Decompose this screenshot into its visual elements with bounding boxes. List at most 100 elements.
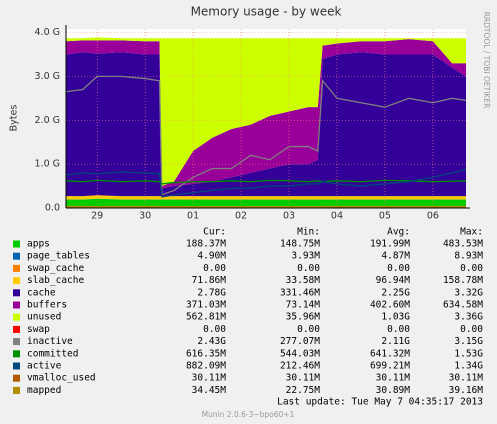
legend-swatch bbox=[13, 313, 20, 321]
column-header: Min: bbox=[297, 227, 320, 238]
legend-stat: 641.32M bbox=[370, 348, 410, 359]
y-tick-label: 4.0 G bbox=[35, 27, 61, 38]
axes: 0.0 1.0 G 2.0 G 3.0 G 4.0 G 29 30 01 02 03 04 05 06 bbox=[35, 25, 470, 222]
legend-stat: 22.75M bbox=[286, 385, 321, 396]
series-line bbox=[65, 179, 467, 185]
x-tick-label: 30 bbox=[139, 211, 151, 222]
x-tick-label: 03 bbox=[283, 211, 295, 222]
column-header: Cur: bbox=[203, 227, 226, 238]
legend-stat: 30.89M bbox=[376, 385, 411, 396]
legend-stat: 8.93M bbox=[454, 251, 483, 262]
stacked-area bbox=[66, 198, 466, 208]
chart-title: Memory usage - by week bbox=[191, 5, 342, 19]
series-line bbox=[65, 75, 467, 196]
legend-stat: 30.11M bbox=[376, 373, 411, 384]
legend-stat: 544.03M bbox=[280, 348, 320, 359]
legend-label: swap bbox=[27, 324, 50, 335]
legend-swatch bbox=[13, 252, 20, 260]
legend-stat: 212.46M bbox=[280, 361, 320, 372]
legend-stat: 483.53M bbox=[443, 239, 483, 250]
legend-label: buffers bbox=[27, 300, 67, 311]
legend-swatch bbox=[13, 325, 20, 333]
legend-stat: 30.11M bbox=[449, 373, 484, 384]
legend-label: cache bbox=[27, 287, 56, 298]
legend-stat: 4.87M bbox=[381, 251, 410, 262]
legend-stat: 1.34G bbox=[454, 361, 483, 372]
last-update: Last update: Tue May 7 04:35:17 2013 bbox=[277, 397, 483, 408]
legend-stat: 3.32G bbox=[454, 287, 483, 298]
legend-swatch bbox=[13, 277, 20, 285]
legend-stat: 371.03M bbox=[186, 300, 226, 311]
legend-label: slab_cache bbox=[27, 275, 84, 286]
column-header: Avg: bbox=[387, 227, 410, 238]
column-header: Max: bbox=[460, 227, 483, 238]
legend-stat: 39.16M bbox=[449, 385, 484, 396]
y-axis-label: Bytes bbox=[9, 105, 20, 132]
legend-stat: 699.21M bbox=[370, 361, 410, 372]
x-tick-label: 05 bbox=[379, 211, 391, 222]
legend-stat: 2.25G bbox=[381, 287, 410, 298]
legend-swatch bbox=[13, 240, 20, 248]
y-tick-label: 1.0 G bbox=[35, 159, 61, 170]
legend-stat: 71.86M bbox=[192, 275, 227, 286]
x-tick-label: 01 bbox=[187, 211, 199, 222]
legend-swatch bbox=[13, 362, 20, 370]
lines bbox=[65, 75, 467, 208]
legend-stat: 0.00 bbox=[387, 324, 410, 335]
legend-stat: 2.11G bbox=[381, 336, 410, 347]
legend-stat: 0.00 bbox=[460, 263, 483, 274]
footer: Munin 2.0.6-3~bpo60+1 bbox=[202, 410, 295, 419]
legend-swatch bbox=[13, 386, 20, 394]
legend-stat: 191.99M bbox=[370, 239, 410, 250]
legend-stat: 188.37M bbox=[186, 239, 226, 250]
legend-label: swap_cache bbox=[27, 263, 84, 274]
legend-stat: 1.03G bbox=[381, 312, 410, 323]
legend-stat: 4.90M bbox=[197, 251, 226, 262]
legend-swatch bbox=[13, 338, 20, 346]
legend-label: committed bbox=[27, 348, 78, 359]
legend-swatch bbox=[13, 264, 20, 272]
legend-swatch bbox=[13, 301, 20, 309]
legend-stat: 882.09M bbox=[186, 361, 226, 372]
legend-swatch bbox=[13, 289, 20, 297]
legend-stat: 2.43G bbox=[197, 336, 226, 347]
legend-stat: 0.00 bbox=[387, 263, 410, 274]
legend-stat: 30.11M bbox=[286, 373, 321, 384]
legend-label: active bbox=[27, 361, 62, 372]
legend-stat: 0.00 bbox=[297, 263, 320, 274]
legend-stat: 73.14M bbox=[286, 300, 321, 311]
x-tick-label: 06 bbox=[427, 211, 439, 222]
legend-swatch bbox=[13, 374, 20, 382]
legend-label: vmalloc_used bbox=[27, 373, 96, 384]
legend-stat: 1.53G bbox=[454, 348, 483, 359]
x-tick-label: 02 bbox=[235, 211, 247, 222]
y-tick-label: 0.0 bbox=[45, 203, 60, 214]
side-note: RRDTOOL / TOBI OETIKER bbox=[482, 12, 491, 109]
legend-stat: 0.00 bbox=[203, 324, 226, 335]
y-tick-label: 2.0 G bbox=[35, 115, 61, 126]
x-tick-label: 29 bbox=[91, 211, 103, 222]
legend-stat: 30.11M bbox=[192, 373, 227, 384]
legend-label: unused bbox=[27, 312, 61, 323]
legend-label: mapped bbox=[27, 385, 61, 396]
stacked-area bbox=[66, 37, 466, 187]
legend-label: inactive bbox=[27, 336, 73, 347]
legend-stat: 34.45M bbox=[192, 385, 227, 396]
series-line bbox=[65, 168, 467, 198]
legend-stat: 277.07M bbox=[280, 336, 320, 347]
legend-label: apps bbox=[27, 239, 50, 250]
stacked-area bbox=[66, 52, 466, 197]
legend-swatch bbox=[13, 350, 20, 358]
legend-stat: 96.94M bbox=[376, 275, 411, 286]
legend-stat: 331.46M bbox=[280, 287, 320, 298]
legend: Cur: Min: Avg: Max: apps 188.37M 148.75M 191.99… bbox=[13, 227, 483, 396]
legend-stat: 3.15G bbox=[454, 336, 483, 347]
legend-stat: 634.58M bbox=[443, 300, 483, 311]
legend-label: page_tables bbox=[27, 251, 90, 262]
legend-stat: 0.00 bbox=[203, 263, 226, 274]
x-tick-label: 04 bbox=[331, 211, 343, 222]
legend-stat: 402.60M bbox=[370, 300, 410, 311]
legend-stat: 3.93M bbox=[291, 251, 320, 262]
legend-stat: 0.00 bbox=[297, 324, 320, 335]
